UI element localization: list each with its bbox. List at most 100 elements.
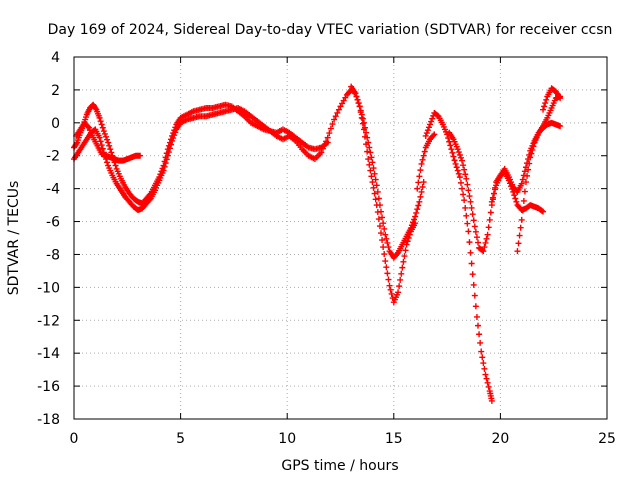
y-tick-label: -14: [37, 346, 60, 362]
series-sat-track-b: [71, 86, 419, 306]
data-point: [479, 354, 486, 361]
data-point: [484, 379, 491, 386]
data-point: [453, 164, 460, 171]
data-point: [557, 95, 564, 102]
data-point: [97, 118, 104, 125]
y-tick-label: -10: [37, 280, 60, 296]
data-point: [370, 184, 377, 191]
data-point: [398, 270, 405, 277]
data-point: [468, 204, 475, 211]
data-point: [378, 230, 385, 237]
data-point: [104, 159, 111, 166]
y-tick-label: 2: [51, 83, 60, 99]
data-point: [402, 247, 409, 254]
series-sat-track-c: [73, 119, 144, 164]
y-tick-label: 0: [51, 116, 60, 132]
data-point: [407, 225, 414, 232]
data-point: [455, 149, 462, 156]
data-point: [514, 248, 521, 255]
data-point: [459, 185, 466, 192]
data-point: [105, 139, 112, 146]
data-point: [334, 109, 341, 116]
data-point: [467, 198, 474, 205]
data-point: [372, 176, 379, 183]
data-point: [522, 179, 529, 186]
data-point: [486, 216, 493, 223]
data-point: [475, 322, 482, 329]
data-point: [319, 145, 326, 152]
data-point: [162, 160, 169, 167]
data-point: [96, 134, 103, 141]
data-point: [469, 271, 476, 278]
data-point: [515, 240, 522, 247]
data-point: [414, 206, 421, 213]
data-point: [385, 276, 392, 283]
data-point: [425, 124, 432, 131]
data-point: [137, 152, 144, 159]
data-point: [422, 132, 429, 139]
data-point: [460, 191, 467, 198]
data-point: [365, 139, 372, 146]
data-point: [168, 141, 175, 148]
data-point: [454, 146, 461, 153]
data-point: [513, 198, 520, 205]
data-point: [321, 142, 328, 149]
data-point: [519, 207, 526, 214]
data-point: [374, 188, 381, 195]
data-point: [482, 239, 489, 246]
data-point: [370, 165, 377, 172]
data-point: [384, 270, 391, 277]
data-point: [172, 129, 179, 136]
data-point: [397, 276, 404, 283]
data-point: [318, 149, 325, 156]
data-point: [379, 214, 386, 221]
data-point: [430, 132, 437, 139]
data-point: [543, 96, 550, 103]
data-point: [366, 161, 373, 168]
data-point: [380, 220, 387, 227]
data-point: [480, 248, 487, 255]
data-point: [519, 176, 526, 183]
data-point: [481, 365, 488, 372]
data-point: [455, 170, 462, 177]
data-point: [473, 313, 480, 320]
data-point: [460, 162, 467, 169]
x-tick-label: 10: [278, 431, 296, 447]
data-point: [469, 211, 476, 218]
data-point: [108, 149, 115, 156]
data-point: [329, 121, 336, 128]
data-point: [99, 124, 106, 131]
data-point: [466, 193, 473, 200]
data-point: [487, 209, 494, 216]
data-layer: [71, 83, 564, 404]
data-point: [527, 154, 534, 161]
data-point: [385, 244, 392, 251]
data-point: [164, 152, 171, 159]
data-point: [367, 149, 374, 156]
data-point: [161, 163, 168, 170]
data-point: [376, 202, 383, 209]
data-point: [360, 119, 367, 126]
data-point: [512, 195, 519, 202]
data-point: [466, 239, 473, 246]
data-point: [418, 160, 425, 167]
data-point: [417, 193, 424, 200]
data-point: [327, 125, 334, 132]
series-sat-track-h: [514, 119, 564, 255]
data-point: [415, 202, 422, 209]
data-point: [485, 224, 492, 231]
data-point: [332, 113, 339, 120]
data-point: [97, 138, 104, 145]
data-point: [452, 160, 459, 167]
data-point: [428, 118, 435, 125]
data-point: [364, 148, 371, 155]
data-point: [492, 186, 499, 193]
data-point: [376, 223, 383, 230]
series-sat-track-i: [414, 131, 438, 192]
data-point: [408, 222, 415, 229]
data-point: [488, 397, 495, 404]
data-point: [540, 208, 547, 215]
data-point: [488, 198, 495, 205]
data-point: [451, 157, 458, 164]
